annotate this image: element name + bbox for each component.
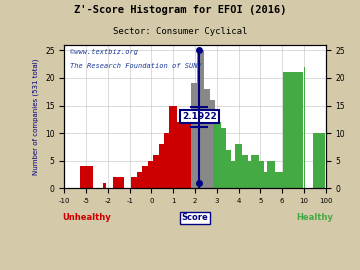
Bar	[224, 150, 231, 188]
Text: ©www.textbiz.org: ©www.textbiz.org	[69, 49, 138, 55]
Bar	[240, 155, 248, 188]
Bar	[267, 161, 275, 188]
Bar	[313, 133, 325, 188]
Text: The Research Foundation of SUNY: The Research Foundation of SUNY	[69, 63, 201, 69]
Y-axis label: Number of companies (531 total): Number of companies (531 total)	[33, 58, 40, 175]
Bar	[213, 122, 221, 188]
Bar	[235, 144, 242, 188]
Bar	[103, 183, 106, 188]
Bar	[262, 172, 270, 188]
Text: 2.1922: 2.1922	[182, 112, 217, 121]
Bar	[137, 172, 144, 188]
Bar	[251, 155, 259, 188]
Bar	[131, 177, 139, 188]
Bar	[202, 89, 210, 188]
Bar	[257, 161, 264, 188]
Bar	[175, 122, 183, 188]
Bar	[273, 172, 280, 188]
Bar	[208, 100, 215, 188]
Bar	[148, 161, 155, 188]
Text: Sector: Consumer Cyclical: Sector: Consumer Cyclical	[113, 27, 247, 36]
Bar	[113, 177, 124, 188]
Text: Unhealthy: Unhealthy	[62, 213, 111, 222]
Bar	[180, 117, 188, 188]
Bar	[246, 161, 253, 188]
Text: Healthy: Healthy	[296, 213, 333, 222]
Bar	[229, 161, 237, 188]
Bar	[186, 111, 193, 188]
Bar	[219, 128, 226, 188]
Bar	[164, 133, 172, 188]
Bar	[80, 166, 89, 188]
Bar	[191, 83, 199, 188]
Bar	[197, 50, 204, 188]
Bar	[89, 166, 94, 188]
Bar	[170, 106, 177, 188]
Bar	[283, 72, 302, 188]
Bar	[153, 155, 161, 188]
Text: Score: Score	[182, 213, 208, 222]
Bar	[278, 172, 283, 188]
Text: Z'-Score Histogram for EFOI (2016): Z'-Score Histogram for EFOI (2016)	[74, 5, 286, 15]
Bar	[158, 144, 166, 188]
Bar	[142, 166, 150, 188]
